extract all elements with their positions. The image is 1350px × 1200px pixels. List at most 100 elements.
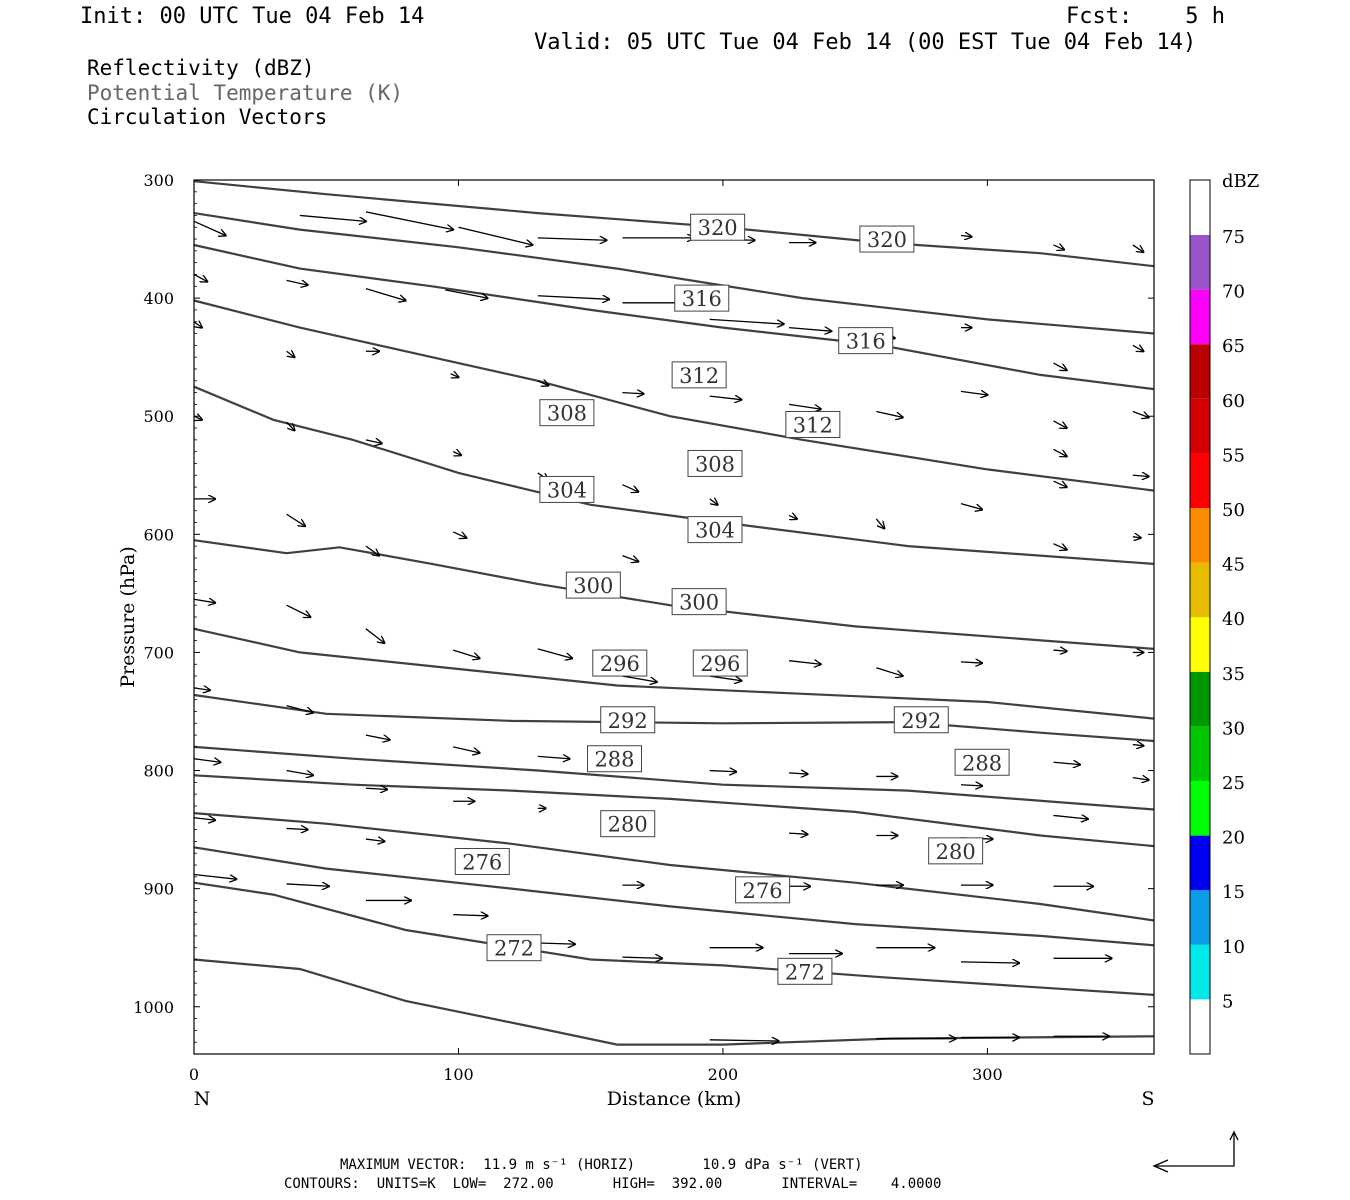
contour-label: 276 bbox=[735, 876, 791, 904]
y-tick-label: 900 bbox=[143, 880, 174, 899]
circulation-vector bbox=[365, 440, 382, 444]
circulation-vector bbox=[709, 771, 736, 772]
colorbar-label: 5 bbox=[1222, 991, 1233, 1012]
circulation-vector bbox=[537, 381, 549, 386]
circulation-vector bbox=[1053, 420, 1067, 428]
circulation-vector bbox=[1053, 650, 1067, 651]
circulation-vector bbox=[193, 416, 202, 420]
circulation-vector bbox=[286, 604, 311, 617]
circulation-vector bbox=[1053, 762, 1080, 764]
contour-line bbox=[193, 180, 1155, 268]
circulation-vector bbox=[709, 675, 742, 681]
colorbar-segment bbox=[1190, 235, 1210, 290]
colorbar-label: 75 bbox=[1222, 227, 1245, 248]
reflectivity-colorbar: 5 10 15 20 25 30 35 40 45 50 55 60 65 70 75 bbox=[1189, 179, 1245, 1055]
circulation-vector bbox=[876, 410, 902, 417]
circulation-vector bbox=[709, 499, 718, 505]
colorbar-label: 10 bbox=[1222, 937, 1245, 958]
circulation-vector bbox=[193, 599, 215, 603]
contour-label-layer: 320 320 316 316 312 312 308 308 304 304 300 300 296 2… bbox=[454, 213, 1010, 985]
colorbar-segment bbox=[1190, 180, 1210, 235]
circulation-vector bbox=[286, 704, 313, 713]
init-time: Init: 00 UTC Tue 04 Feb 14 bbox=[80, 4, 425, 29]
contour-line bbox=[193, 745, 1155, 811]
contour-label-text: 272 bbox=[494, 937, 534, 961]
contour-label: 272 bbox=[777, 957, 833, 985]
legend-potential-temperature: Potential Temperature (K) bbox=[87, 81, 404, 105]
x-end-label-right: S bbox=[1141, 1088, 1154, 1110]
contour-label: 280 bbox=[928, 837, 984, 865]
reference-vector-icon bbox=[1152, 1130, 1239, 1173]
circulation-vector bbox=[875, 518, 884, 528]
circulation-vector bbox=[622, 484, 638, 492]
colorbar-segment bbox=[1190, 781, 1210, 836]
circulation-vector bbox=[622, 957, 662, 958]
circulation-vector bbox=[1053, 362, 1067, 370]
colorbar-label: 60 bbox=[1222, 391, 1245, 412]
y-axis-title: Pressure (hPa) bbox=[117, 546, 139, 688]
colorbar-segment bbox=[1190, 508, 1210, 563]
circulation-vector bbox=[286, 828, 308, 829]
colorbar-label: 25 bbox=[1222, 773, 1245, 794]
contour-label: 316 bbox=[674, 284, 730, 312]
colorbar-label: 65 bbox=[1222, 336, 1245, 357]
colorbar-label: 30 bbox=[1222, 718, 1245, 739]
contour-label-text: 316 bbox=[682, 287, 722, 311]
contour-label-text: 308 bbox=[695, 452, 735, 476]
circulation-vector bbox=[622, 554, 638, 562]
circulation-vector bbox=[709, 396, 742, 400]
contour-line bbox=[193, 212, 1155, 335]
contour-label: 300 bbox=[671, 588, 727, 616]
circulation-vector bbox=[537, 296, 609, 300]
circulation-vector bbox=[286, 351, 295, 357]
contour-line bbox=[193, 693, 1155, 743]
y-tick-label: 300 bbox=[143, 171, 174, 190]
contour-label-text: 304 bbox=[547, 478, 587, 502]
circulation-vector bbox=[1132, 537, 1141, 538]
colorbar-segment bbox=[1190, 398, 1210, 454]
circulation-vector bbox=[537, 756, 570, 758]
colorbar-label: 15 bbox=[1222, 882, 1245, 903]
contour-label: 280 bbox=[600, 810, 656, 838]
contour-line bbox=[193, 299, 1155, 492]
colorbar-label: 45 bbox=[1222, 555, 1245, 576]
contour-label-text: 312 bbox=[679, 364, 719, 388]
colorbar-segment bbox=[1190, 671, 1210, 727]
axes-layer: 300 400 500 600 700 800 900 1000 0 100 200 300 bbox=[133, 171, 1154, 1084]
contour-label: 304 bbox=[539, 475, 595, 503]
circulation-vector bbox=[709, 1040, 779, 1041]
contour-label: 312 bbox=[671, 361, 727, 389]
contour-label-text: 308 bbox=[547, 402, 587, 426]
x-tick-label: 300 bbox=[972, 1065, 1003, 1084]
circulation-vector bbox=[286, 280, 308, 285]
colorbar-segment bbox=[1190, 289, 1210, 345]
contour-info: CONTOURS: UNITS=K LOW= 272.00 HIGH= 392.… bbox=[284, 1176, 942, 1192]
contour-label-text: 292 bbox=[901, 709, 941, 733]
circulation-vector bbox=[788, 833, 808, 834]
contour-label-text: 304 bbox=[695, 519, 735, 543]
contour-label-text: 276 bbox=[462, 850, 502, 874]
colorbar-segment bbox=[1190, 835, 1210, 891]
contour-label-text: 320 bbox=[698, 216, 738, 240]
colorbar-label: 20 bbox=[1222, 828, 1245, 849]
contour-label-text: 292 bbox=[608, 709, 648, 733]
circulation-vector bbox=[193, 273, 207, 281]
circulation-vector bbox=[537, 943, 575, 944]
circulation-vector bbox=[365, 288, 406, 301]
circulation-vector bbox=[1053, 245, 1065, 250]
circulation-vector bbox=[537, 648, 572, 658]
contour-label: 308 bbox=[687, 449, 743, 477]
y-tick-label: 1000 bbox=[133, 998, 174, 1017]
contour-line bbox=[193, 846, 1155, 947]
circulation-vector bbox=[622, 393, 643, 394]
circulation-vector bbox=[452, 649, 479, 658]
contour-label-text: 276 bbox=[743, 879, 783, 903]
contour-label: 288 bbox=[954, 748, 1010, 776]
y-tick-label: 700 bbox=[143, 643, 174, 662]
colorbar-label: 55 bbox=[1222, 445, 1245, 466]
contour-label-text: 288 bbox=[594, 748, 634, 772]
contour-label-text: 320 bbox=[867, 228, 907, 252]
x-end-label-left: N bbox=[194, 1088, 211, 1110]
contour-label-text: 300 bbox=[679, 591, 719, 615]
contour-label-text: 288 bbox=[962, 751, 1002, 775]
